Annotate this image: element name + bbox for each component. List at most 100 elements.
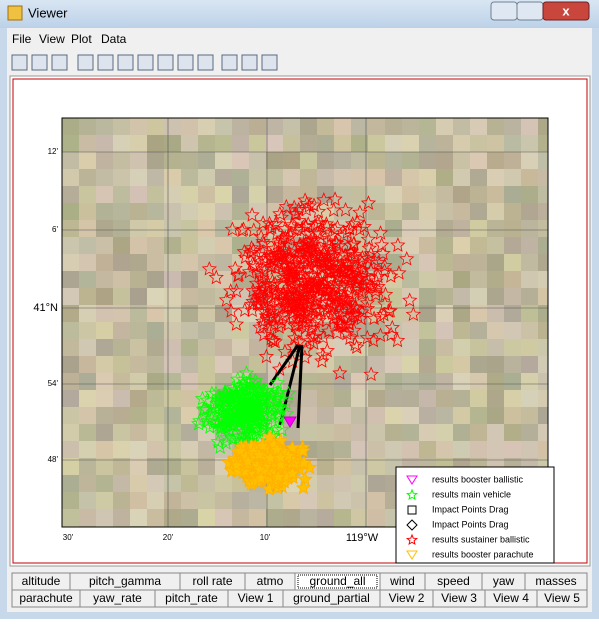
map-tile	[487, 390, 504, 407]
star-marker	[342, 245, 359, 260]
map-tile	[521, 407, 538, 424]
map-tile	[232, 169, 249, 186]
map-tile	[96, 509, 113, 526]
toolbar-button[interactable]	[117, 54, 134, 71]
map-tile	[402, 237, 419, 254]
map-tile	[181, 458, 198, 475]
toolbar-button[interactable]	[261, 54, 278, 71]
map-tile	[147, 118, 164, 135]
star-marker	[342, 330, 358, 345]
map-tile	[521, 186, 538, 203]
star-marker	[324, 238, 340, 254]
star-marker	[363, 366, 379, 382]
toolbar-button[interactable]	[31, 54, 48, 71]
toolbar	[11, 54, 278, 71]
map-tile	[504, 271, 521, 288]
star-marker	[264, 407, 280, 422]
map-tile	[368, 441, 385, 458]
close-glyph: x	[562, 3, 570, 18]
map-tile	[181, 118, 198, 135]
map-tile	[113, 339, 130, 356]
map-tile	[351, 424, 368, 441]
map-tile	[266, 152, 283, 169]
toolbar-button[interactable]	[221, 54, 238, 71]
toolbar-button[interactable]	[197, 54, 214, 71]
star-marker	[324, 298, 341, 313]
star-marker	[269, 441, 285, 457]
map-tile	[249, 118, 266, 135]
map-tile	[198, 441, 215, 458]
map-tile	[351, 373, 368, 390]
star-marker	[356, 218, 372, 234]
maximize-button[interactable]	[516, 1, 544, 21]
star-marker	[328, 276, 344, 291]
map-tile	[198, 475, 215, 492]
star-marker	[264, 273, 281, 289]
map-tile	[521, 271, 538, 288]
map-tile	[215, 169, 232, 186]
map-tile	[181, 475, 198, 492]
map-tile	[385, 288, 402, 305]
star-marker	[335, 259, 352, 275]
star-marker	[323, 264, 339, 279]
app-icon	[7, 5, 23, 21]
map-tile	[538, 118, 548, 135]
map-tile	[538, 305, 548, 322]
star-marker	[310, 215, 326, 230]
menu-item[interactable]: View	[39, 32, 65, 46]
legend-symbol	[405, 488, 419, 501]
map-tile	[453, 237, 470, 254]
star-marker	[306, 197, 322, 212]
map-tile	[62, 475, 79, 492]
map-tile	[198, 152, 215, 169]
legend-entry: results sustainer ballistic	[432, 534, 530, 544]
map-tile	[402, 288, 419, 305]
toolbar-button[interactable]	[177, 54, 194, 71]
map-tile	[385, 254, 402, 271]
map-tile	[283, 135, 300, 152]
menu-item[interactable]: File	[12, 32, 32, 46]
star-marker	[277, 230, 294, 245]
star-marker	[208, 269, 224, 285]
map-tile	[79, 339, 96, 356]
toolbar-button[interactable]	[157, 54, 174, 71]
map-tile	[521, 118, 538, 135]
map-tile	[62, 220, 79, 237]
map-tile	[113, 390, 130, 407]
star-marker	[351, 260, 367, 276]
map-tile	[198, 237, 215, 254]
map-tile	[249, 322, 266, 339]
toolbar-button[interactable]	[241, 54, 258, 71]
toolbar-button[interactable]	[11, 54, 28, 71]
star-marker	[340, 292, 356, 308]
map-tile	[147, 220, 164, 237]
map-tile	[504, 322, 521, 339]
menu-item[interactable]: Plot	[71, 32, 92, 46]
toolbar-button[interactable]	[51, 54, 68, 71]
x-axis-label: 10'	[260, 533, 271, 542]
map-tile	[521, 169, 538, 186]
map-tile	[130, 169, 147, 186]
star-marker	[247, 393, 263, 408]
map-tile	[62, 254, 79, 271]
star-marker	[334, 278, 350, 293]
map-tile	[96, 356, 113, 373]
map-tile	[283, 118, 300, 135]
map-tile	[181, 441, 198, 458]
tab-label: atmo	[257, 574, 284, 588]
star-marker	[287, 318, 303, 333]
tab[interactable]	[536, 589, 588, 608]
toolbar-button[interactable]	[77, 54, 94, 71]
star-marker	[319, 342, 335, 358]
star-marker	[359, 329, 375, 345]
minimize-button[interactable]	[490, 1, 518, 21]
map-tile	[453, 407, 470, 424]
star-marker	[220, 401, 237, 416]
map-tile	[181, 169, 198, 186]
map-tile	[419, 118, 436, 135]
close-button[interactable]	[542, 1, 590, 21]
toolbar-button[interactable]	[97, 54, 114, 71]
toolbar-button[interactable]	[137, 54, 154, 71]
star-marker	[256, 326, 272, 342]
menu-item[interactable]: Data	[101, 32, 127, 46]
